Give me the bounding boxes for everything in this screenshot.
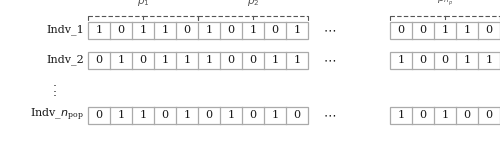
Text: Indv_2: Indv_2	[46, 55, 84, 65]
Text: 0: 0	[96, 110, 102, 120]
Text: 1: 1	[272, 110, 278, 120]
Text: 1: 1	[272, 55, 278, 65]
Text: 0: 0	[118, 25, 124, 35]
Text: 0: 0	[442, 55, 448, 65]
Text: 0: 0	[420, 55, 426, 65]
Text: .: .	[53, 82, 57, 95]
Bar	[390, 107, 500, 124]
Text: 0: 0	[206, 110, 212, 120]
Text: 0: 0	[228, 25, 234, 35]
Text: 0: 0	[486, 110, 492, 120]
Text: $\cdots$: $\cdots$	[324, 109, 336, 122]
Text: $p_1$: $p_1$	[136, 0, 149, 8]
Text: Indv_1: Indv_1	[46, 25, 84, 35]
Text: .: .	[53, 87, 57, 100]
Text: 0: 0	[162, 110, 168, 120]
Text: 1: 1	[184, 55, 190, 65]
Bar	[88, 107, 308, 124]
Bar	[88, 51, 308, 68]
Text: 1: 1	[398, 55, 404, 65]
Text: 1: 1	[96, 25, 102, 35]
Text: 1: 1	[162, 55, 168, 65]
Text: 1: 1	[140, 110, 146, 120]
Text: $p_2$: $p_2$	[247, 0, 259, 8]
Text: 1: 1	[206, 55, 212, 65]
Text: 1: 1	[294, 25, 300, 35]
Text: $\cdots$: $\cdots$	[324, 23, 336, 36]
Text: 0: 0	[294, 110, 300, 120]
Text: 0: 0	[250, 55, 256, 65]
Text: .: .	[53, 77, 57, 90]
Text: 1: 1	[294, 55, 300, 65]
Text: 0: 0	[486, 25, 492, 35]
Text: 1: 1	[118, 55, 124, 65]
Text: 1: 1	[162, 25, 168, 35]
Text: 0: 0	[250, 110, 256, 120]
Text: 1: 1	[184, 110, 190, 120]
Text: 0: 0	[184, 25, 190, 35]
Text: 1: 1	[398, 110, 404, 120]
Text: 1: 1	[206, 25, 212, 35]
Text: $p_{n_p}$: $p_{n_p}$	[437, 0, 453, 8]
Text: 0: 0	[228, 55, 234, 65]
Text: 1: 1	[118, 110, 124, 120]
Text: 0: 0	[464, 110, 470, 120]
Text: 0: 0	[420, 110, 426, 120]
Bar	[390, 51, 500, 68]
Text: 1: 1	[250, 25, 256, 35]
Bar	[88, 21, 308, 38]
Text: 1: 1	[140, 25, 146, 35]
Text: 0: 0	[398, 25, 404, 35]
Bar	[390, 21, 500, 38]
Text: 1: 1	[464, 55, 470, 65]
Text: Indv_$n_\mathregular{pop}$: Indv_$n_\mathregular{pop}$	[30, 107, 84, 123]
Text: 0: 0	[420, 25, 426, 35]
Text: 1: 1	[442, 110, 448, 120]
Text: 0: 0	[272, 25, 278, 35]
Text: 1: 1	[228, 110, 234, 120]
Text: 1: 1	[442, 25, 448, 35]
Text: $\cdots$: $\cdots$	[324, 53, 336, 66]
Text: 0: 0	[140, 55, 146, 65]
Text: 1: 1	[486, 55, 492, 65]
Text: 0: 0	[96, 55, 102, 65]
Text: 1: 1	[464, 25, 470, 35]
